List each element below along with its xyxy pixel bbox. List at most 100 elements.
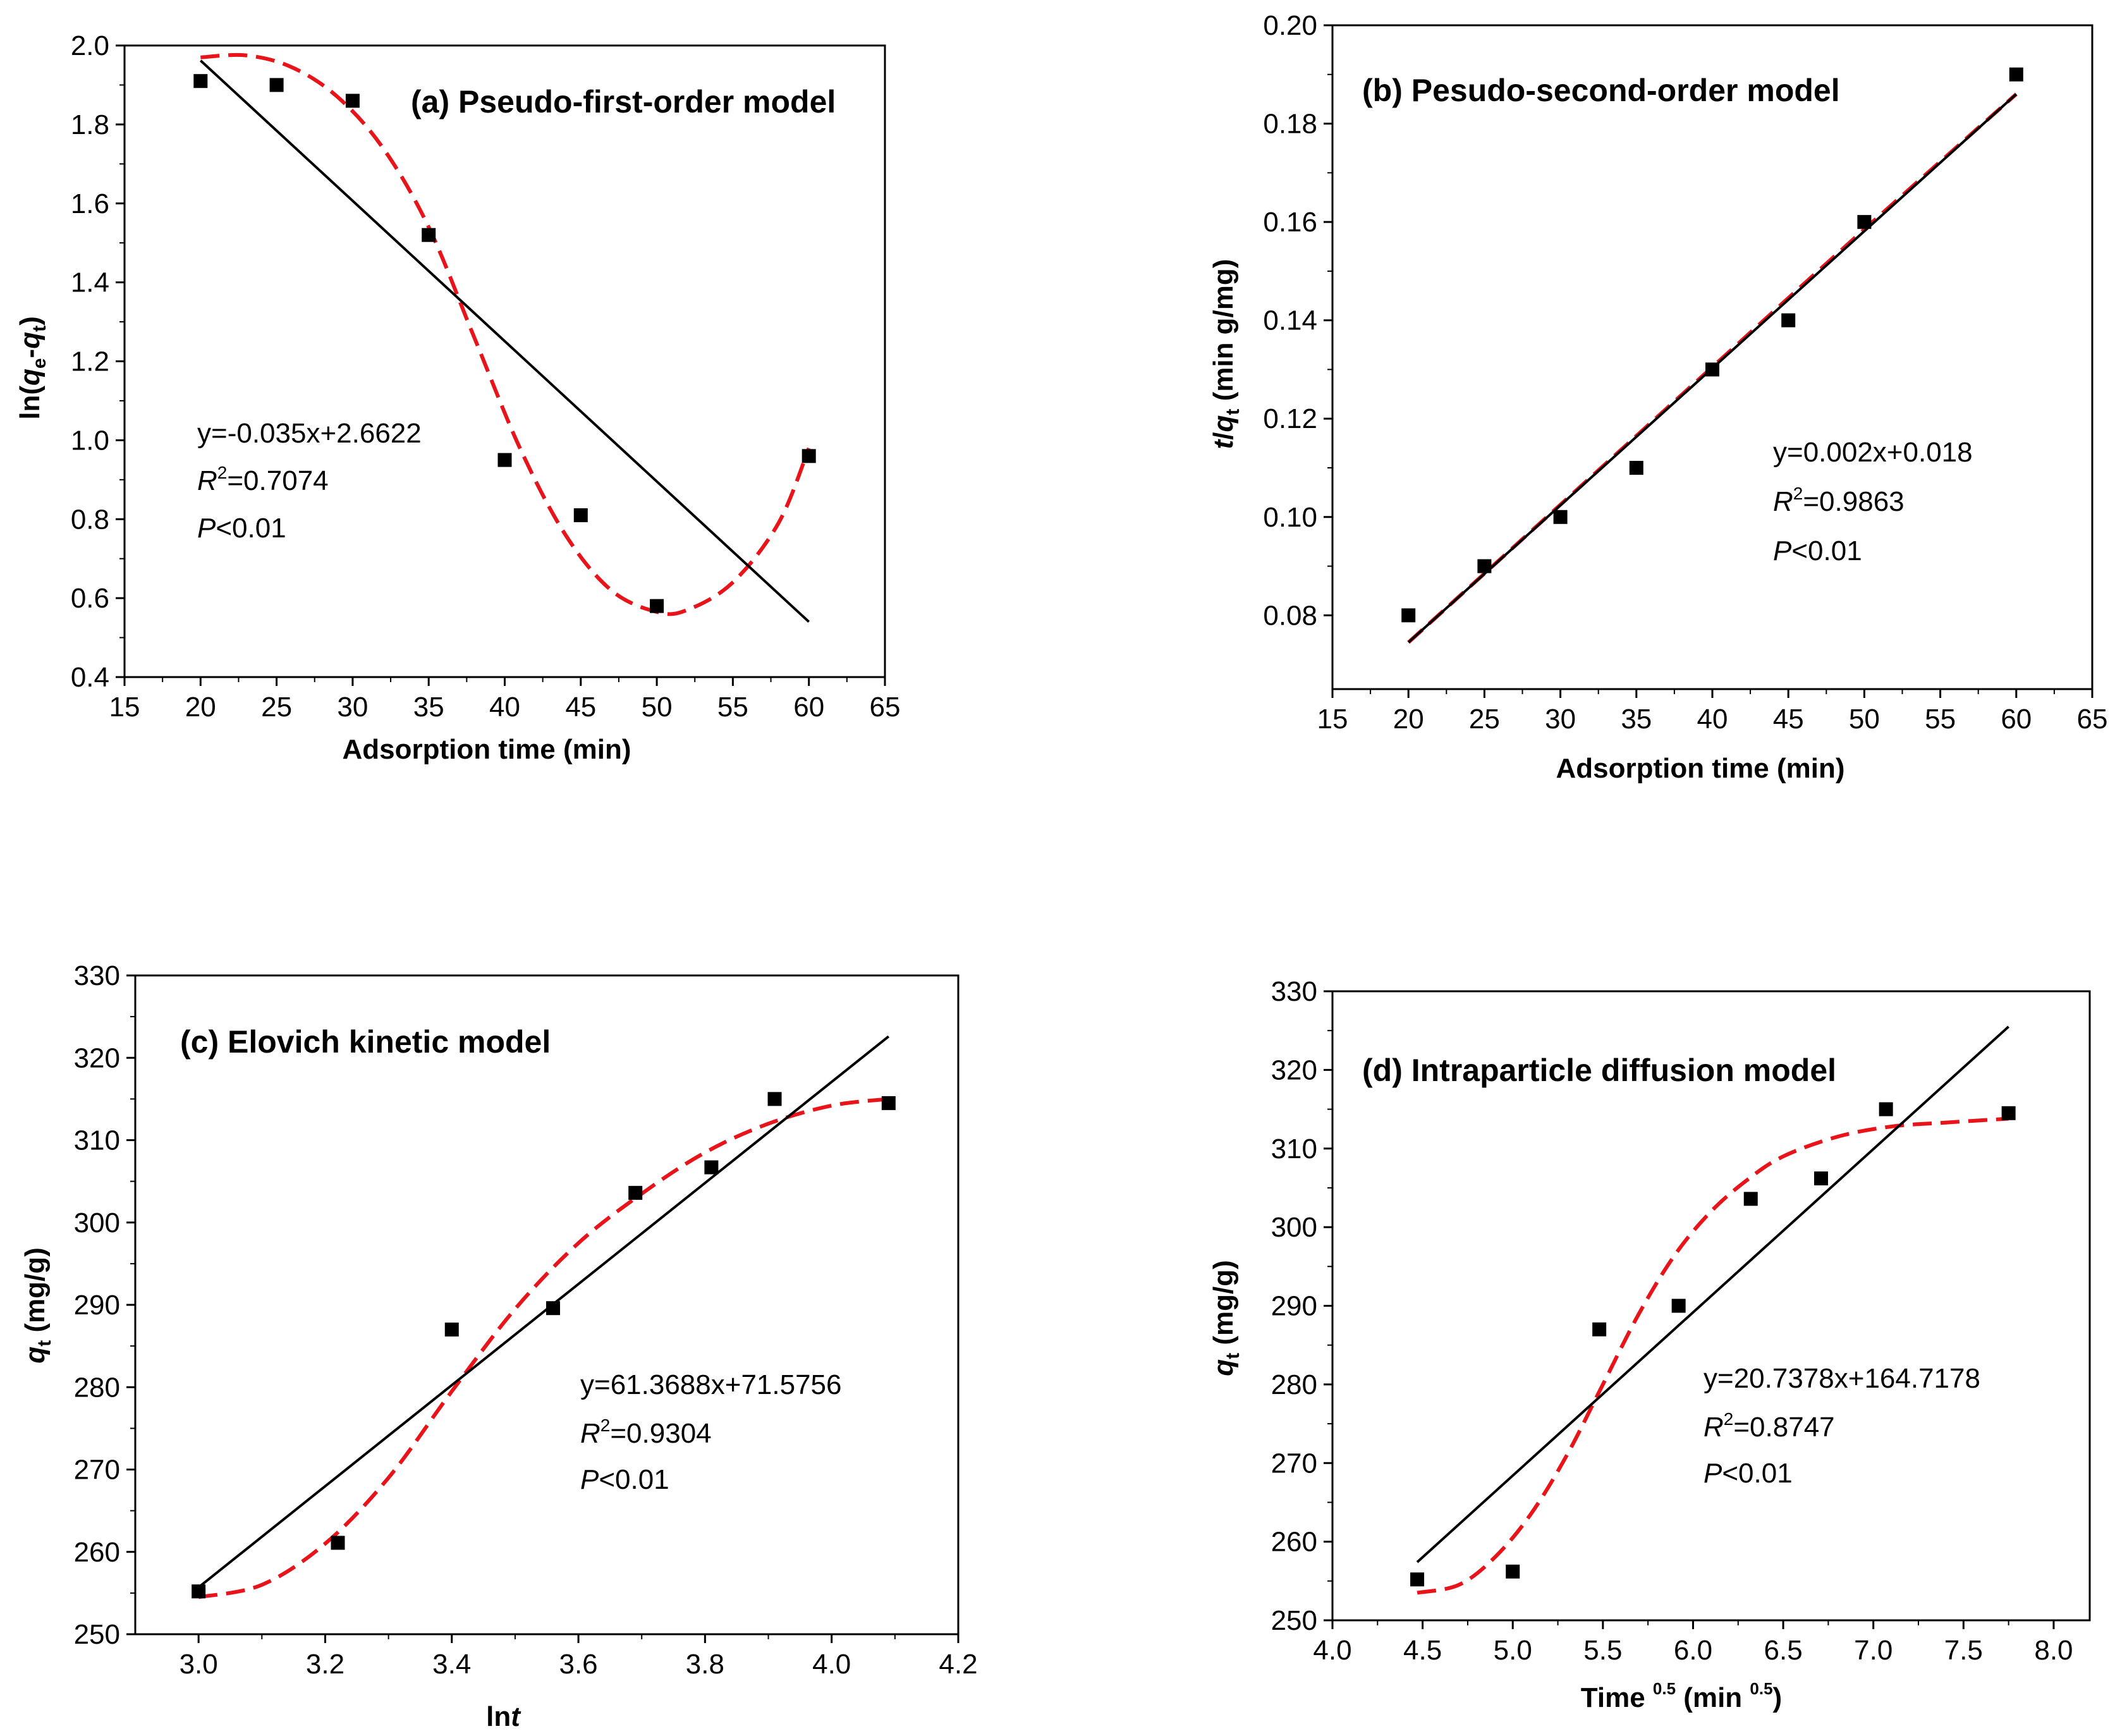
y-tick-label: 320 (74, 1042, 120, 1073)
y-tick-label: 250 (1271, 1605, 1317, 1636)
x-tick-label: 4.0 (1313, 1635, 1351, 1666)
y-tick-label: 1.2 (71, 346, 109, 377)
data-point (193, 74, 208, 89)
x-axis-title: Time 0.5 (min 0.5) (1581, 1679, 1782, 1713)
p-value: P<0.01 (197, 513, 286, 544)
x-tick-label: 6.5 (1764, 1635, 1803, 1666)
panel-a-pseudo-first-order: 15 20 25 30 35 40 45 50 55 60 65 0.4 0.6 0.8 1.0 1.2 1.… (15, 30, 900, 765)
regression-annotation: y=-0.035x+2.6622 R2=0.7074 P<0.01 (197, 418, 422, 544)
x-tick-label: 8.0 (2034, 1635, 2073, 1666)
x-tick-label: 20 (1393, 704, 1424, 735)
y-tick-label: 320 (1271, 1054, 1317, 1085)
data-point (1813, 1171, 1828, 1186)
x-tick-label: 35 (413, 692, 444, 723)
data-point (345, 94, 360, 108)
panel-title: (d) Intraparticle diffusion model (1362, 1053, 1836, 1088)
r-squared: R2=0.9863 (1773, 484, 1905, 517)
data-point (331, 1536, 345, 1550)
y-tick-label: 0.08 (1263, 600, 1317, 631)
y-tick-label: 290 (74, 1290, 120, 1321)
y-axis-title: t/qt (min g/mg) (1208, 259, 1243, 449)
regression-annotation: y=0.002x+0.018 R2=0.9863 P<0.01 (1773, 437, 1973, 566)
data-point (1781, 313, 1796, 327)
x-tick-label: 5.5 (1583, 1635, 1622, 1666)
y-tick-label: 0.10 (1263, 502, 1317, 533)
data-point (802, 449, 816, 463)
x-tick-label: 30 (337, 692, 368, 723)
regression-equation: y=0.002x+0.018 (1773, 437, 1973, 468)
data-point (192, 1584, 206, 1599)
data-point (546, 1301, 561, 1316)
data-point (497, 453, 512, 467)
data-point (1879, 1102, 1893, 1116)
x-tick-label: 7.0 (1854, 1635, 1893, 1666)
x-axis-title: lnt (486, 1701, 521, 1732)
x-tick-label: 4.2 (939, 1649, 977, 1680)
panel-c-elovich: 3.0 3.2 3.4 3.6 3.8 4.0 4.2 250 260 270 280 290 300… (20, 960, 978, 1732)
x-tick-label: 3.8 (686, 1649, 724, 1680)
x-tick-label: 60 (2001, 704, 2032, 735)
data-point (1401, 608, 1416, 623)
y-tick-label: 260 (1271, 1527, 1317, 1558)
y-axis-title: ln(qe-qt) (15, 316, 50, 420)
x-tick-label: 15 (1317, 704, 1348, 735)
r-squared: R2=0.7074 (197, 463, 329, 496)
r-squared: R2=0.9304 (580, 1415, 712, 1449)
panel-title: (c) Elovich kinetic model (180, 1024, 551, 1060)
x-tick-label: 35 (1621, 704, 1652, 735)
y-tick-label: 1.4 (71, 267, 109, 298)
x-tick-label: 7.5 (1944, 1635, 1983, 1666)
y-tick-label: 280 (74, 1372, 120, 1403)
linear-fit-line (199, 59, 810, 623)
regression-equation: y=20.7378x+164.7178 (1704, 1363, 1980, 1394)
x-tick-label: 3.4 (432, 1649, 471, 1680)
data-point (1671, 1299, 1686, 1313)
x-tick-label: 6.0 (1674, 1635, 1712, 1666)
x-tick-label: 40 (1697, 704, 1728, 735)
x-tick-label: 3.0 (180, 1649, 218, 1680)
x-tick-label: 45 (1773, 704, 1804, 735)
x-axis-title: Adsorption time (min) (342, 734, 631, 765)
y-tick-label: 2.0 (71, 30, 109, 61)
x-tick-label: 3.6 (559, 1649, 597, 1680)
data-point (1857, 215, 1872, 229)
y-tick-label: 250 (74, 1619, 120, 1650)
x-tick-label: 40 (489, 692, 520, 723)
panel-title: (b) Pesudo-second-order model (1362, 73, 1840, 108)
x-tick-label: 65 (2077, 704, 2108, 735)
linear-fit-line (1416, 1025, 2009, 1563)
y-tick-label: 330 (74, 960, 120, 991)
data-point (1592, 1322, 1607, 1336)
data-point (1477, 559, 1492, 573)
regression-equation: y=-0.035x+2.6622 (197, 418, 422, 449)
nonlinear-fit-curve (200, 52, 811, 616)
y-tick-label: 270 (1271, 1448, 1317, 1479)
y-tick-label: 300 (1271, 1212, 1317, 1243)
y-tick-label: 0.16 (1263, 207, 1317, 238)
x-tick-label: 4.0 (812, 1649, 851, 1680)
nonlinear-fit-curve (1417, 1116, 2009, 1595)
y-tick-label: 0.14 (1263, 305, 1317, 336)
y-tick-label: 0.18 (1263, 109, 1317, 140)
y-tick-label: 310 (74, 1125, 120, 1156)
data-point (269, 78, 284, 92)
y-tick-label: 0.12 (1263, 403, 1317, 434)
data-point (767, 1092, 782, 1106)
data-point (881, 1096, 896, 1110)
y-tick-label: 300 (74, 1207, 120, 1238)
linear-fit-line (197, 1035, 890, 1589)
y-tick-label: 0.20 (1263, 10, 1317, 41)
p-value: P<0.01 (1773, 535, 1862, 566)
data-point (422, 228, 436, 242)
data-point (1506, 1564, 1520, 1579)
regression-equation: y=61.3688x+71.5756 (580, 1369, 842, 1400)
data-point (2001, 1106, 2016, 1120)
x-tick-label: 55 (1925, 704, 1956, 735)
y-axis-title: qt (mg/g) (1208, 1260, 1243, 1376)
data-point (1743, 1192, 1758, 1206)
x-tick-label: 5.0 (1494, 1635, 1532, 1666)
y-tick-label: 0.6 (71, 583, 109, 614)
r-squared: R2=0.8747 (1704, 1409, 1835, 1443)
panel-d-intraparticle-diffusion: 4.0 4.5 5.0 5.5 6.0 6.5 7.0 7.5 8.0 250 260 270 280… (1208, 976, 2091, 1713)
y-tick-label: 330 (1271, 976, 1317, 1007)
